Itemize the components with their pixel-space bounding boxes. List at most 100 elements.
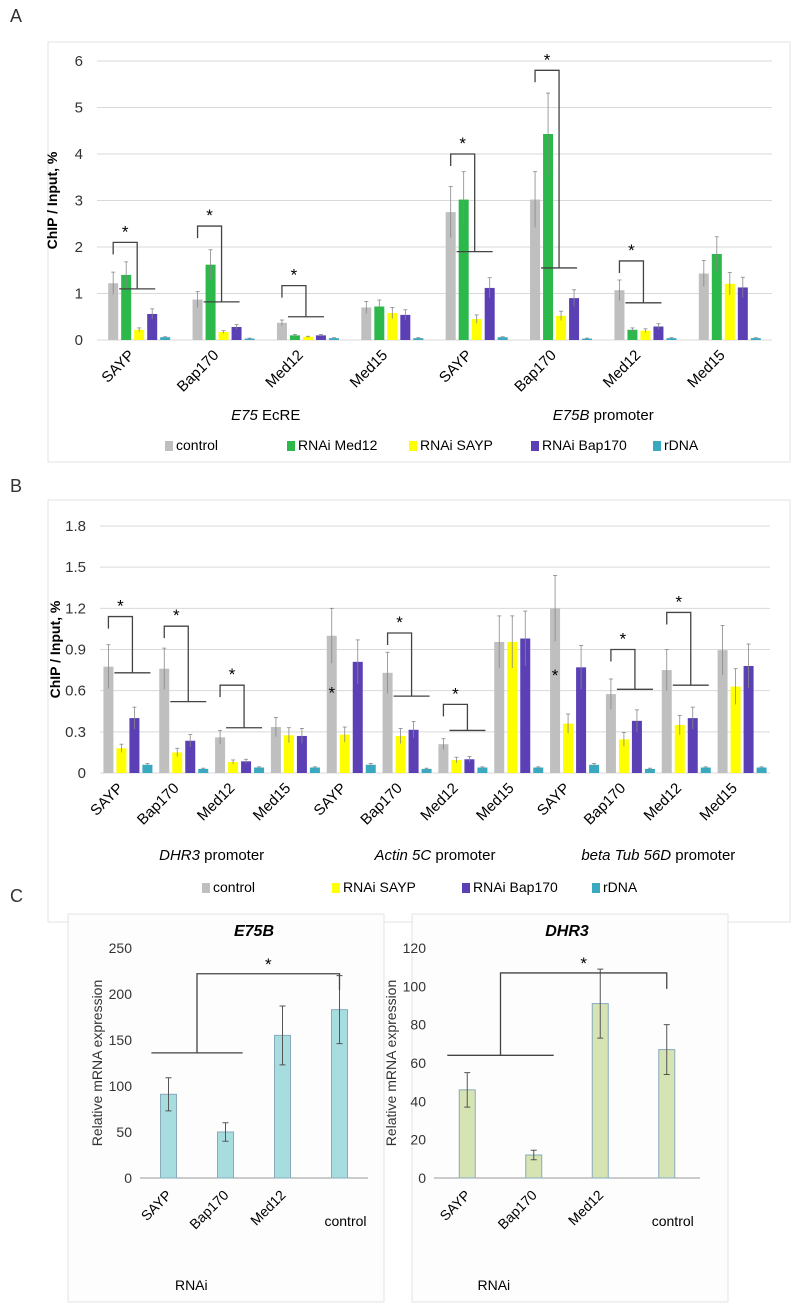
significance-star: *: [620, 630, 627, 649]
significance-star: *: [396, 613, 403, 632]
legend-swatch: [592, 883, 600, 893]
y-axis-label: Relative mRNA expression: [89, 980, 105, 1147]
bar: [283, 735, 294, 773]
bar: [533, 767, 544, 773]
legend-swatch: [653, 441, 661, 451]
significance-star: *: [206, 206, 213, 225]
y-tick-label: 1.2: [65, 600, 86, 617]
bar: [507, 641, 518, 773]
group-label: beta Tub 56D promoter: [581, 847, 735, 864]
y-tick-label: 1: [75, 286, 83, 303]
bar: [276, 322, 287, 340]
legend-label: RNAi SAYP: [420, 437, 493, 453]
significance-star: *: [229, 665, 236, 684]
bar: [315, 335, 326, 340]
significance-bracket: [196, 225, 240, 303]
y-tick-label: 0: [418, 1170, 426, 1186]
y-tick-label: 0: [78, 765, 86, 782]
legend-label: rDNA: [603, 879, 638, 895]
bar: [228, 762, 239, 773]
y-tick-label: 3: [75, 193, 83, 210]
significance-bracket: [107, 615, 151, 674]
significance-star: *: [459, 134, 466, 153]
bar: [631, 720, 642, 773]
y-tick-label: 60: [410, 1055, 426, 1071]
chart-title: E75B: [234, 923, 274, 940]
bar: [198, 768, 209, 773]
legend-swatch: [462, 883, 470, 893]
significance-bracket: [281, 284, 324, 318]
x-tick-label: control: [324, 1213, 366, 1229]
significance-bracket: [610, 648, 653, 690]
bar: [589, 764, 600, 773]
error-bar: [464, 1072, 471, 1108]
bar: [192, 299, 203, 340]
legend-label: rDNA: [664, 437, 699, 453]
error-bar: [222, 1122, 229, 1142]
bar: [103, 666, 114, 773]
bar: [627, 329, 638, 340]
bar: [640, 330, 651, 340]
significance-star: *: [291, 266, 298, 285]
bar: [471, 319, 482, 340]
bar: [576, 667, 587, 773]
legend-swatch: [409, 441, 417, 451]
bar: [520, 638, 531, 773]
bar: [361, 307, 372, 340]
y-tick-label: 40: [410, 1093, 426, 1109]
legend-label: control: [176, 437, 218, 453]
y-axis-label: ChIP / Input, %: [47, 600, 63, 698]
error-bar: [663, 1024, 670, 1075]
significance-bracket: [618, 260, 662, 304]
bar: [408, 729, 419, 773]
bar: [563, 723, 574, 773]
bar: [421, 768, 432, 773]
bar: [159, 668, 170, 773]
significance-star: *: [452, 684, 459, 703]
bar: [724, 283, 735, 340]
significance-bracket: [442, 703, 486, 732]
y-tick-label: 0.6: [65, 683, 86, 700]
y-tick-label: 4: [75, 146, 83, 163]
bar: [698, 273, 709, 340]
significance-bracket: [534, 69, 578, 269]
group-label: Actin 5C promoter: [374, 847, 496, 864]
bar: [556, 315, 567, 340]
bar: [387, 313, 398, 340]
bar: [618, 739, 629, 773]
y-tick-label: 0: [124, 1170, 132, 1186]
bar: [400, 314, 411, 340]
bar: [700, 767, 711, 773]
significance-star: *: [552, 666, 559, 685]
significance-star: *: [675, 592, 682, 611]
bar: [605, 694, 616, 773]
bar: [484, 287, 495, 340]
significance-bracket: [447, 972, 668, 1056]
error-bar: [279, 1005, 286, 1066]
legend-label: control: [213, 879, 255, 895]
bar: [134, 329, 145, 340]
bar: [569, 298, 580, 340]
y-tick-label: 0.9: [65, 642, 86, 659]
bar: [711, 253, 722, 340]
y-tick-label: 6: [75, 53, 83, 70]
y-tick-label: 2: [75, 239, 83, 256]
y-tick-label: 0: [75, 332, 83, 349]
significance-star: *: [265, 955, 272, 974]
bar: [653, 326, 664, 340]
x-axis-label: RNAi: [478, 1277, 511, 1293]
bar: [666, 338, 677, 340]
y-tick-label: 1.5: [65, 559, 86, 576]
legend-swatch: [531, 441, 539, 451]
bar: [142, 764, 153, 773]
y-tick-label: 5: [75, 100, 83, 117]
bar: [661, 670, 672, 773]
panel-frame: [47, 41, 791, 463]
bar: [395, 735, 406, 773]
bar: [451, 759, 462, 773]
significance-star: *: [328, 684, 335, 703]
legend-label: RNAi Bap170: [542, 437, 627, 453]
bar: [309, 767, 320, 773]
bar: [147, 313, 158, 340]
